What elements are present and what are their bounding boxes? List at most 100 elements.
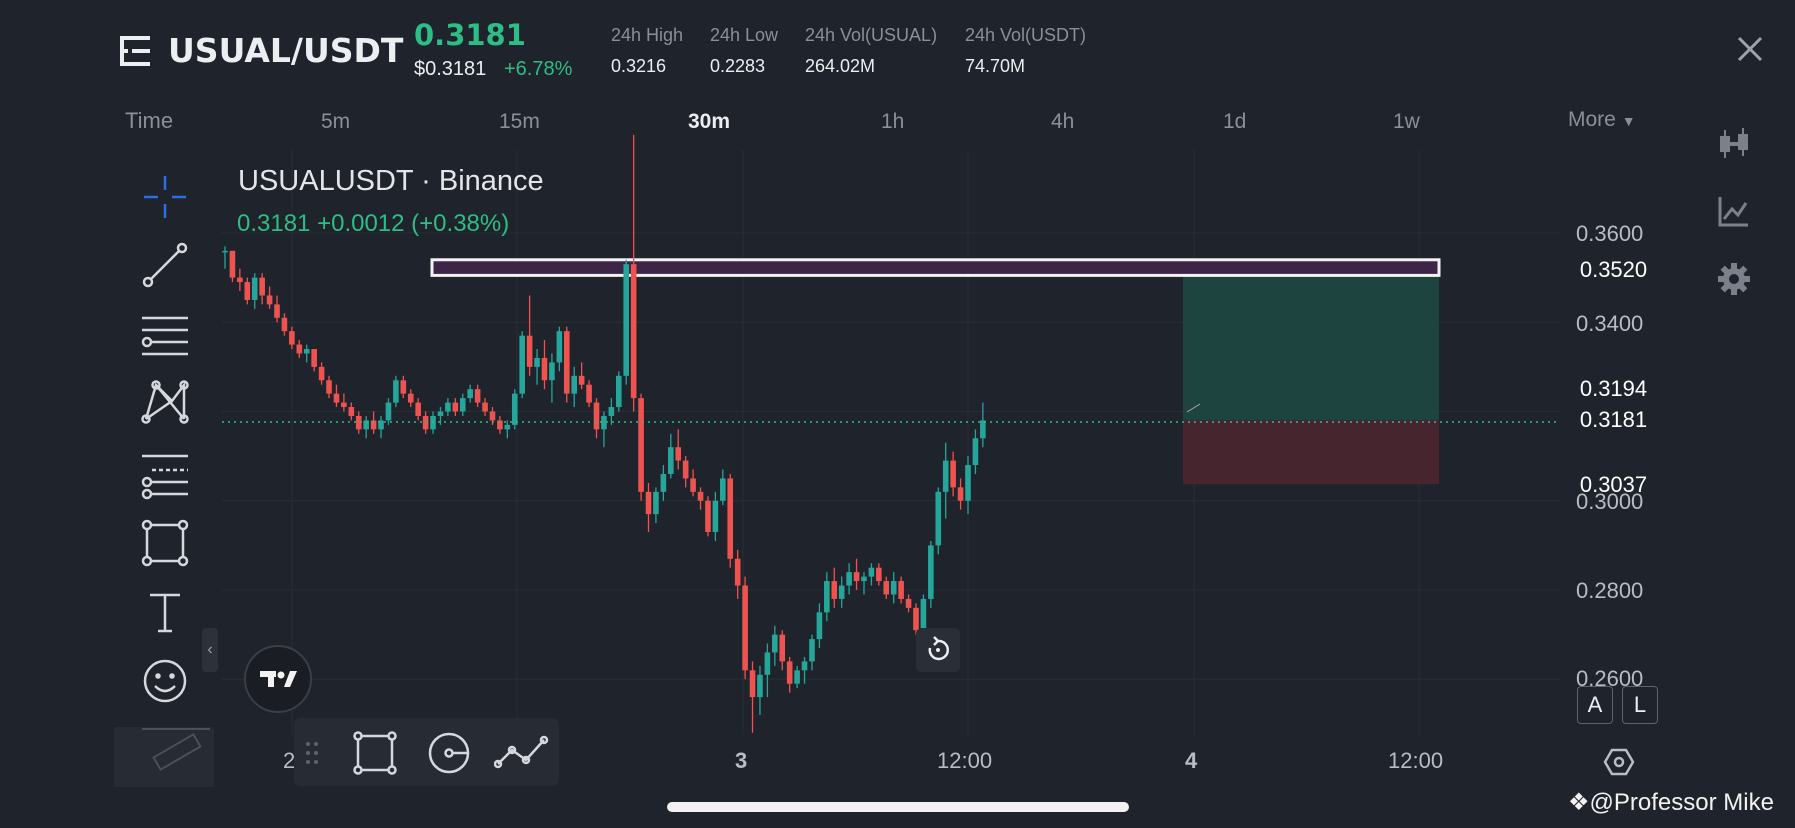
trend-tool-icon[interactable] <box>493 730 550 776</box>
candle-body <box>615 375 622 408</box>
circle-tool-icon[interactable] <box>426 730 472 776</box>
collapse-toolbar-icon[interactable]: ‹ <box>202 628 218 672</box>
chart-title: USUALUSDT · Binance <box>238 165 544 197</box>
candle-body <box>407 393 414 403</box>
tab-1d[interactable]: 1d <box>1223 110 1247 133</box>
log-scale-button[interactable]: L <box>1622 686 1658 724</box>
candle-body <box>675 447 682 461</box>
tab-1w[interactable]: 1w <box>1393 110 1420 133</box>
drag-handle-icon[interactable] <box>304 740 320 766</box>
candle-body <box>311 349 317 367</box>
stop-loss-zone <box>1183 419 1439 485</box>
candle-body <box>586 384 592 403</box>
candle-body <box>668 447 674 474</box>
candle-body <box>965 465 971 501</box>
grid <box>222 150 1560 735</box>
candle-body <box>474 389 481 403</box>
candle-body <box>497 420 503 430</box>
auto-scale-button[interactable]: A <box>1577 686 1613 724</box>
trendline-icon[interactable] <box>138 238 192 292</box>
candle-body <box>913 607 919 631</box>
candle-body <box>727 478 734 559</box>
candle-body <box>526 335 533 367</box>
cursor-mark <box>1186 403 1201 413</box>
candle-body <box>653 491 659 515</box>
pattern-icon[interactable] <box>138 375 192 429</box>
take-profit-zone <box>1183 268 1439 420</box>
candle-body <box>422 415 429 430</box>
chart-settings-hex-icon[interactable] <box>1603 747 1635 777</box>
indicators-icon[interactable] <box>1716 193 1752 229</box>
drawing-toolbar <box>294 718 559 786</box>
current-candle-tag: 0.3194 <box>1579 376 1648 401</box>
tab-1h[interactable]: 1h <box>881 110 905 133</box>
candle-body <box>831 581 838 599</box>
candle-body <box>504 424 511 430</box>
resistance-zone-rectangle <box>430 258 1441 277</box>
candle-body <box>511 393 518 425</box>
candle-body <box>341 402 347 408</box>
rectangle-icon[interactable] <box>138 516 192 570</box>
candle-body <box>786 661 793 684</box>
candle-body <box>303 349 310 354</box>
stop-loss-tag: 0.3037 <box>1579 472 1648 497</box>
candle-body <box>764 652 771 675</box>
candle-body <box>519 335 525 394</box>
chart-ohlc-summary: 0.3181 +0.0012 (+0.38%) <box>237 210 510 237</box>
candle-body <box>415 402 421 416</box>
tab-5m[interactable]: 5m <box>321 110 351 133</box>
candle-body <box>363 420 369 430</box>
candle-body <box>950 460 956 488</box>
candlestick-type-icon[interactable] <box>1716 126 1752 162</box>
crosshair-icon[interactable] <box>138 170 192 224</box>
horizontal-lines-icon[interactable] <box>138 308 192 362</box>
watermark: ❖@Professor Mike <box>1568 788 1774 817</box>
candle-body <box>809 639 815 662</box>
emoji-icon[interactable] <box>138 654 192 708</box>
candle-body <box>905 598 912 608</box>
candle-body <box>593 402 600 430</box>
candle-body <box>853 572 860 582</box>
tab-15m[interactable]: 15m <box>499 110 540 133</box>
candle-body <box>289 331 295 345</box>
text-icon[interactable] <box>138 585 192 639</box>
candle-body <box>734 558 741 586</box>
candle-body <box>935 491 942 546</box>
close-icon[interactable] <box>1735 34 1765 64</box>
ruler-icon[interactable] <box>114 727 214 787</box>
candle-body <box>682 460 689 479</box>
rectangle-tool-icon[interactable] <box>352 730 398 776</box>
stat-value: 0.2283 <box>710 56 766 76</box>
candle-body <box>393 380 399 403</box>
menu-icon[interactable] <box>120 34 152 68</box>
reset-chart-icon[interactable] <box>916 628 960 672</box>
fib-icon[interactable] <box>138 446 192 500</box>
candle-body <box>720 478 726 501</box>
y-tick: 0.3400 <box>1576 311 1644 336</box>
tab-30m[interactable]: 30m <box>688 110 731 133</box>
x-tick: 4 <box>1185 748 1198 773</box>
candle-body <box>333 393 340 403</box>
candle-body <box>437 411 444 416</box>
candle-body <box>601 415 607 430</box>
pair-title[interactable]: USUAL/USDT <box>168 31 404 70</box>
candle-body <box>824 581 830 613</box>
candle-body <box>697 491 704 501</box>
candle-body <box>660 473 667 492</box>
candle-body <box>928 545 934 599</box>
candle-body <box>534 357 540 367</box>
usd-price: $0.3181 <box>414 58 487 80</box>
candle-body <box>445 402 451 412</box>
candle-body <box>801 661 808 671</box>
last-price-tag: 0.3181 <box>1579 407 1648 432</box>
candle-body <box>563 331 570 394</box>
candle-body <box>942 460 949 492</box>
tab-4h[interactable]: 4h <box>1051 110 1075 133</box>
more-dropdown[interactable]: More ▼ <box>1568 108 1636 132</box>
stat-label: 24h Low <box>710 25 779 45</box>
candle-body <box>296 344 303 354</box>
settings-icon[interactable] <box>1716 261 1752 297</box>
candle-body <box>452 402 459 412</box>
candle-body <box>638 398 644 492</box>
